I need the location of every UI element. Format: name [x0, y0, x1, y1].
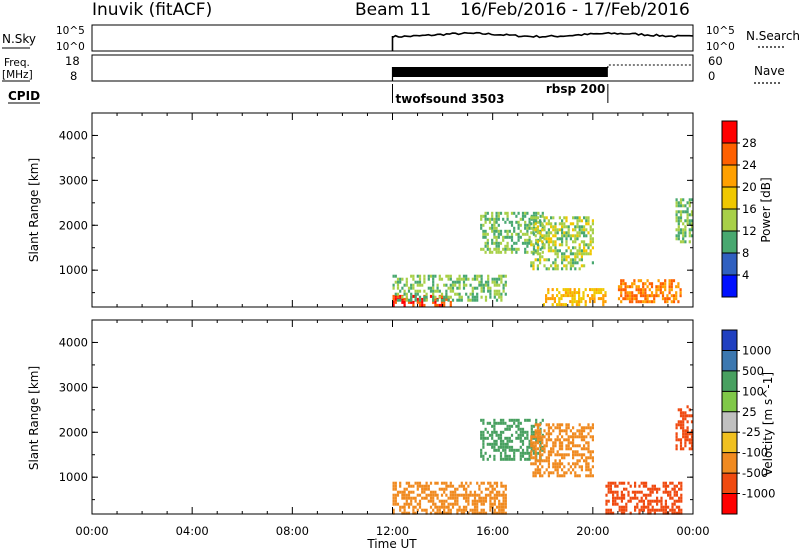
nsky-label: N.Sky — [2, 32, 36, 46]
colorbar-swatch — [722, 473, 737, 495]
colorbar-swatch — [722, 209, 737, 232]
colorbar-swatch — [722, 370, 737, 392]
power-scatter-block — [392, 274, 507, 302]
velocity-panel: 1000 2000 3000 4000 Slant Range [km] 1000 50… — [27, 319, 775, 515]
x-axis-title: Time UT — [366, 537, 417, 551]
station-title: Inuvik (fitACF) — [92, 0, 212, 20]
colorbar-tick-label: 12 — [742, 224, 757, 238]
nave-trace — [607, 64, 693, 68]
range-tick-label: 4000 — [59, 335, 88, 349]
nave-tick-low: 0 — [708, 69, 715, 83]
colorbar-tick-label: 25 — [742, 405, 757, 419]
colorbar-tick-label: 16 — [742, 202, 757, 216]
nsearch-tick-high: 10^5 — [706, 25, 735, 37]
colorbar-swatch — [722, 143, 737, 166]
colorbar-tick-label: -500 — [742, 466, 768, 480]
beam-label: Beam 11 — [355, 0, 431, 20]
power-scatter-block — [617, 279, 682, 304]
colorbar-tick-label: 28 — [742, 136, 757, 150]
freq-trace — [392, 67, 608, 77]
nave-tick-high: 60 — [708, 54, 723, 68]
range-tick-label: 3000 — [59, 173, 88, 187]
nsky-panel: N.Sky 10^5 10^0 10^5 10^0 N.Search — [2, 24, 800, 53]
colorbar-swatch — [722, 452, 737, 474]
colorbar-swatch — [722, 411, 737, 433]
power-scatter-block — [530, 216, 594, 271]
range-tick-label: 2000 — [59, 425, 88, 439]
time-tick-label: 04:00 — [176, 524, 209, 538]
velocity-colorbar-label: Velocity [m s^-1] — [761, 372, 775, 476]
freq-panel: Freq. [MHz] 18 8 60 0 Nave — [2, 54, 785, 84]
colorbar-frame — [721, 329, 738, 515]
time-tick-label: 12:00 — [376, 524, 409, 538]
range-tick-label: 4000 — [59, 128, 88, 142]
nsky-tick-low: 10^0 — [56, 41, 85, 53]
cpid-label: CPID — [8, 89, 40, 103]
velocity-scatter-block — [675, 405, 694, 451]
nave-label: Nave — [754, 64, 785, 78]
velocity-scatter-block — [530, 423, 594, 478]
colorbar-swatch — [722, 493, 737, 515]
colorbar-tick-label: -25 — [742, 425, 761, 439]
colorbar-tick-label: 24 — [742, 158, 757, 172]
colorbar-tick-label: -100 — [742, 446, 768, 460]
freq-unit: [MHz] — [2, 69, 33, 81]
colorbar-swatch — [722, 350, 737, 372]
range-tick-label: 1000 — [59, 470, 88, 484]
cpid-panel: CPID twofsound 3503 rbsp 200 — [8, 82, 609, 106]
colorbar-swatch — [722, 432, 737, 454]
date-range: 16/Feb/2016 - 17/Feb/2016 — [460, 0, 690, 20]
time-tick-label: 20:00 — [576, 524, 609, 538]
colorbar-swatch — [722, 187, 737, 210]
colorbar-tick-label: 100 — [742, 384, 764, 398]
freq-tick-low: 8 — [70, 69, 77, 83]
range-tick-label: 1000 — [59, 263, 88, 277]
colorbar-tick-label: 1000 — [742, 343, 771, 357]
velocity-scatter-block — [480, 418, 544, 461]
range-tick-label: 3000 — [59, 380, 88, 394]
power-colorbar-label: Power [dB] — [759, 177, 773, 242]
colorbar-tick-label: 20 — [742, 180, 757, 194]
time-tick-label: 16:00 — [476, 524, 509, 538]
nsky-tick-high: 10^5 — [56, 25, 85, 37]
freq-label: Freq. — [4, 57, 30, 69]
colorbar-swatch — [722, 391, 737, 413]
colorbar-swatch — [722, 231, 737, 254]
freq-tick-high: 18 — [65, 54, 80, 68]
power-scatter-block — [542, 288, 607, 307]
nsky-trace — [391, 31, 693, 51]
power-ylabel: Slant Range [km] — [27, 158, 41, 262]
colorbar-tick-label: -1000 — [742, 487, 775, 501]
colorbar-swatch — [722, 253, 737, 276]
colorbar-swatch — [722, 165, 737, 188]
velocity-scatter-block — [605, 481, 683, 515]
colorbar-swatch — [722, 330, 737, 351]
time-tick-label: 08:00 — [276, 524, 309, 538]
range-tick-label: 2000 — [59, 218, 88, 232]
nsearch-tick-low: 10^0 — [706, 41, 735, 53]
time-tick-label: 00:00 — [75, 524, 108, 538]
colorbar-tick-label: 4 — [742, 268, 749, 282]
velocity-scatter-block — [392, 481, 507, 515]
cpid-program-label: twofsound 3503 — [396, 92, 505, 106]
cpid-program-label: rbsp 200 — [546, 82, 605, 96]
power-panel: 1000 2000 3000 4000 Slant Range [km] 28 24 20… — [27, 112, 773, 308]
colorbar-tick-label: 8 — [742, 246, 749, 260]
velocity-colorbar-text: Velocity [m s^-1] — [761, 372, 775, 476]
colorbar-tick-label: 500 — [742, 364, 764, 378]
colorbar-swatch — [722, 275, 737, 298]
velocity-ylabel: Slant Range [km] — [27, 366, 41, 470]
colorbar-swatch — [722, 121, 737, 144]
nsearch-label: N.Search — [746, 29, 800, 43]
power-scatter-block — [675, 198, 694, 244]
time-tick-label: 00:00 — [676, 524, 709, 538]
